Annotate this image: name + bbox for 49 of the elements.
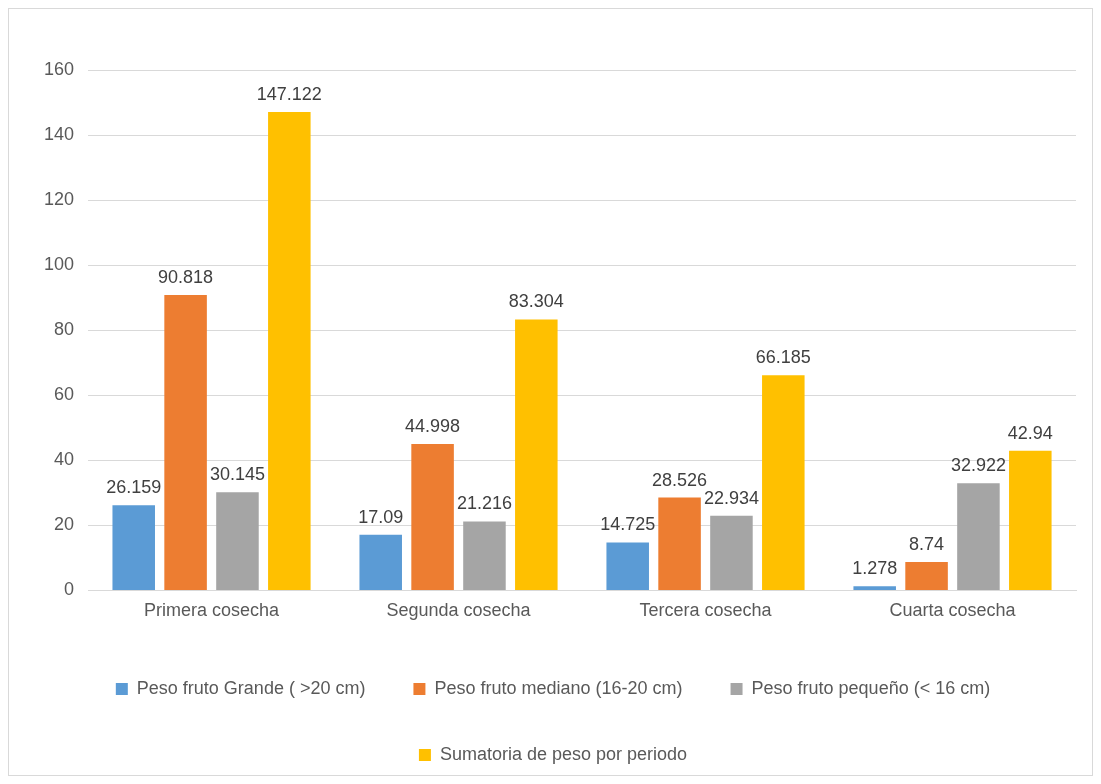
bar [515,319,558,590]
legend-label: Peso fruto pequeño (< 16 cm) [751,677,991,698]
bar [658,497,701,590]
y-tick-label: 20 [54,514,75,535]
data-label: 30.145 [209,464,265,485]
bar [762,375,805,590]
bar [853,586,896,590]
data-label: 26.159 [106,477,162,498]
data-label: 66.185 [755,347,811,368]
x-tick-label: Tercera cosecha [639,600,773,621]
data-label: 147.122 [256,83,322,104]
bar [216,492,259,590]
data-label: 1.278 [852,558,898,579]
y-tick-label: 120 [43,189,75,210]
y-tick-label: 100 [43,254,75,275]
legend-label: Peso fruto mediano (16-20 cm) [434,677,683,698]
bar [710,515,753,590]
y-tick-label: 140 [43,124,75,145]
data-label: 32.922 [950,455,1006,476]
x-tick-label: Segunda cosecha [386,600,532,621]
data-label: 14.725 [600,514,656,535]
bar [905,561,948,590]
data-label: 90.818 [158,266,214,287]
data-label: 8.74 [909,533,945,554]
bar [164,295,207,590]
bar [268,111,311,590]
data-label: 21.216 [456,493,512,514]
y-tick-label: 160 [43,58,75,79]
legend-label: Peso fruto Grande ( >20 cm) [136,677,366,698]
data-label: 42.94 [1007,422,1053,443]
bar [112,505,155,590]
x-tick-label: Primera cosecha [144,600,281,621]
bar [957,483,1000,590]
data-label: 44.998 [405,416,461,437]
data-label: 17.09 [358,506,404,527]
x-tick-label: Cuarta cosecha [889,600,1017,621]
data-label: 22.934 [703,487,759,508]
bar [411,444,454,590]
data-label: 28.526 [652,469,708,490]
bar [606,542,649,590]
y-tick-label: 80 [54,319,75,340]
bar [1009,450,1052,590]
bar [463,521,506,590]
y-tick-label: 0 [64,579,75,600]
legend-label: Sumatoria de peso por periodo [439,743,688,764]
data-label: 83.304 [508,291,564,312]
y-tick-label: 60 [54,384,75,405]
y-tick-label: 40 [54,449,75,470]
bar [359,534,402,590]
